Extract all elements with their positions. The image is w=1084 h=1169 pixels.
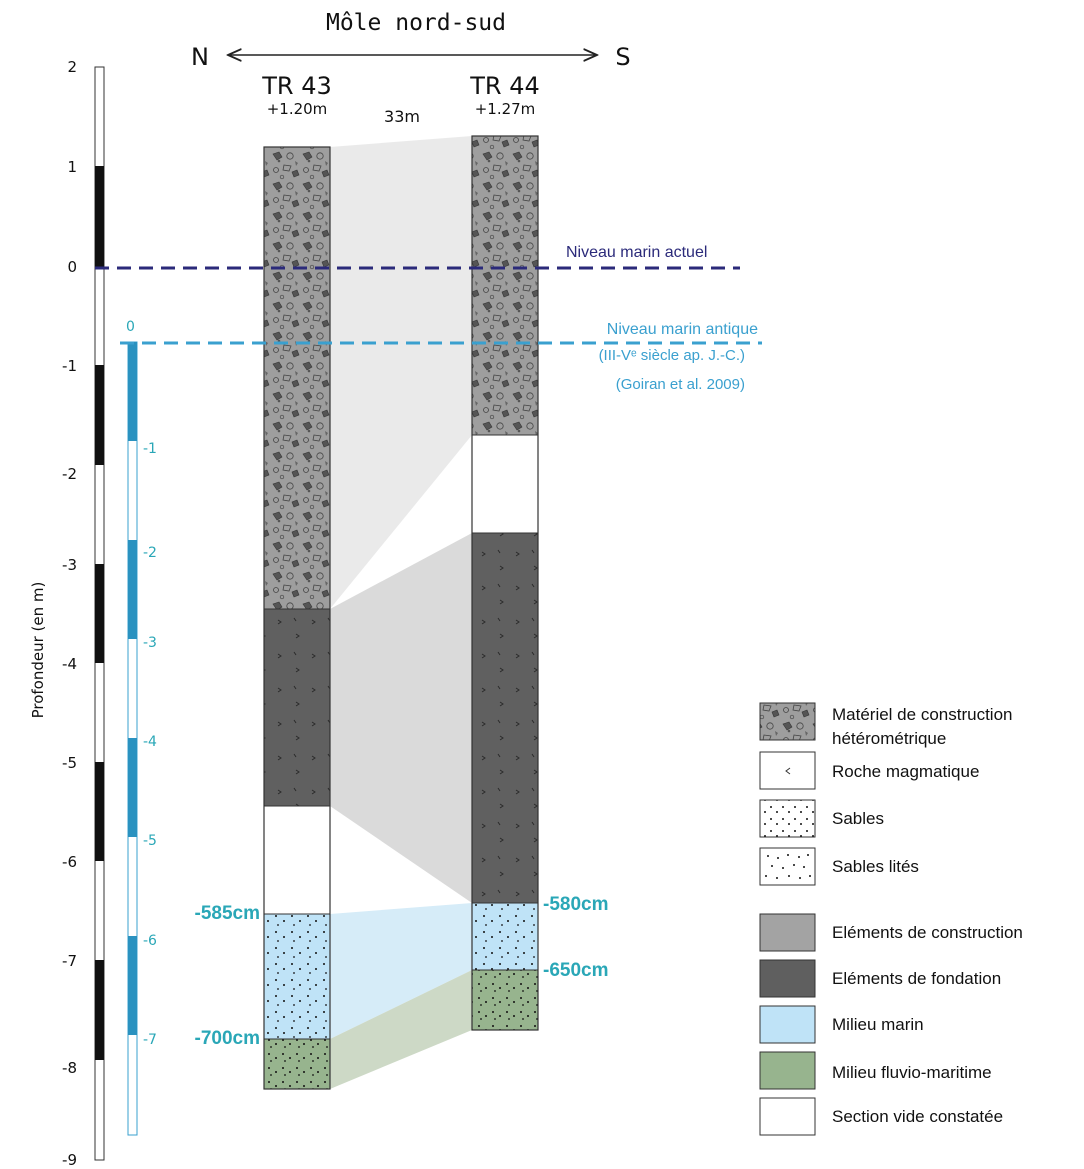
sea-level-antique-period: (III-Vᵉ siècle ap. J.-C.) — [599, 347, 745, 364]
legend-swatch-fluvio-maritime — [759, 1051, 816, 1090]
depth-axis-label: Profondeur (en m) — [29, 582, 47, 719]
correlation-marine — [330, 903, 472, 1039]
tr44-top-depth-label: -580cm — [543, 894, 609, 915]
antique-tick: -6 — [143, 933, 157, 949]
legend-label: Eléments de fondation — [832, 969, 1001, 988]
legend-swatch-empty-section — [759, 1097, 816, 1136]
direction-north: N — [191, 43, 209, 71]
legend-label: Sables lités — [832, 857, 919, 876]
legend-label: Milieu fluvio-maritime — [832, 1063, 992, 1082]
tr44-marine-layer — [472, 903, 538, 970]
magmatic-rock-icon — [759, 751, 816, 790]
tr43-foundation-layer — [264, 609, 330, 806]
legend-label: Section vide constatée — [832, 1107, 1003, 1126]
antique-tick: -4 — [143, 734, 157, 750]
axis-black-segment — [95, 166, 104, 267]
axis-tick: -6 — [62, 853, 77, 871]
tr44-construction-layer — [472, 136, 538, 435]
axis-black-segment — [95, 365, 104, 465]
tr44-empty-section — [472, 435, 538, 533]
axis-tick: 1 — [67, 158, 77, 176]
core-tr43-elevation: +1.20m — [267, 100, 328, 118]
core-tr44-name: TR 44 — [469, 72, 540, 100]
legend: Matériel de construction hétérométrique … — [759, 702, 1023, 1136]
core-tr44 — [471, 135, 539, 1031]
tr43-fluvio-maritime-layer — [264, 1039, 330, 1089]
axis-tick: 0 — [67, 258, 77, 276]
antique-scale-bar — [127, 341, 138, 1136]
axis-tick: -7 — [62, 952, 77, 970]
legend-label: Roche magmatique — [832, 762, 979, 781]
core-tr43-name: TR 43 — [261, 72, 332, 100]
axis-tick: -9 — [62, 1151, 77, 1169]
axis-tick: -1 — [62, 357, 77, 375]
antique-tick: -1 — [143, 441, 157, 457]
axis-tick: -2 — [62, 465, 77, 483]
antique-tick: -7 — [143, 1032, 157, 1048]
antique-tick: -2 — [143, 545, 157, 561]
tr43-empty-section — [264, 806, 330, 914]
tr44-outline — [471, 135, 539, 1031]
legend-label: hétérométrique — [832, 729, 946, 748]
tr43-bottom-depth-label: -700cm — [195, 1028, 261, 1049]
correlation-construction — [330, 136, 472, 609]
antique-tick: -5 — [143, 833, 157, 849]
sand-icon — [759, 799, 816, 838]
correlation-fluvio-maritime — [330, 970, 472, 1089]
antique-tick: -3 — [143, 635, 157, 651]
axis-tick: -4 — [62, 655, 77, 673]
correlation-foundation — [330, 533, 472, 903]
legend-swatch-foundation — [759, 959, 816, 998]
rubble-texture-icon — [759, 702, 816, 741]
core-tr44-elevation: +1.27m — [475, 100, 536, 118]
axis-tick: -8 — [62, 1059, 77, 1077]
tr43-marine-layer — [264, 914, 330, 1039]
tr43-top-depth-label: -585cm — [195, 903, 261, 924]
axis-tick: 2 — [67, 58, 77, 76]
legend-swatch-marine — [759, 1005, 816, 1044]
sea-level-actuel-label: Niveau marin actuel — [566, 244, 707, 261]
legend-label: Eléments de construction — [832, 923, 1023, 942]
core-tr43 — [263, 146, 331, 1090]
sea-level-antique-source: (Goiran et al. 2009) — [616, 376, 745, 393]
antique-scale-segment — [128, 738, 137, 837]
diagram-title: Môle nord-sud — [326, 10, 506, 36]
legend-label: Milieu marin — [832, 1015, 924, 1034]
axis-black-segment — [95, 960, 104, 1060]
axis-tick: -5 — [62, 754, 77, 772]
axis-black-segment — [95, 762, 104, 861]
direction-south: S — [615, 43, 630, 71]
legend-label: Matériel de construction — [832, 705, 1012, 724]
axis-tick: -3 — [62, 556, 77, 574]
legend-label: Sables — [832, 809, 884, 828]
legend-swatch-construction — [759, 913, 816, 952]
tr43-construction-layer — [264, 147, 330, 609]
distance-label: 33m — [384, 107, 420, 126]
sea-level-antique-label: Niveau marin antique — [607, 321, 758, 338]
tr44-fluvio-maritime-layer — [472, 970, 538, 1030]
antique-scale-segment — [128, 540, 137, 639]
layered-sand-icon — [759, 847, 816, 886]
antique-tick: 0 — [126, 319, 135, 335]
tr44-bottom-depth-label: -650cm — [543, 960, 609, 981]
antique-scale-segment — [128, 936, 137, 1035]
antique-scale-segment — [128, 342, 137, 441]
depth-axis — [94, 66, 105, 1161]
tr44-foundation-layer — [472, 533, 538, 903]
axis-black-segment — [95, 564, 104, 663]
depth-axis-ticks: 2 1 0 -1 -2 -3 -4 -5 -6 -7 -8 -9 — [62, 58, 77, 1169]
tr43-outline — [263, 146, 331, 1090]
antique-scale-ticks: 0 -1 -2 -3 -4 -5 -6 -7 — [126, 319, 157, 1048]
